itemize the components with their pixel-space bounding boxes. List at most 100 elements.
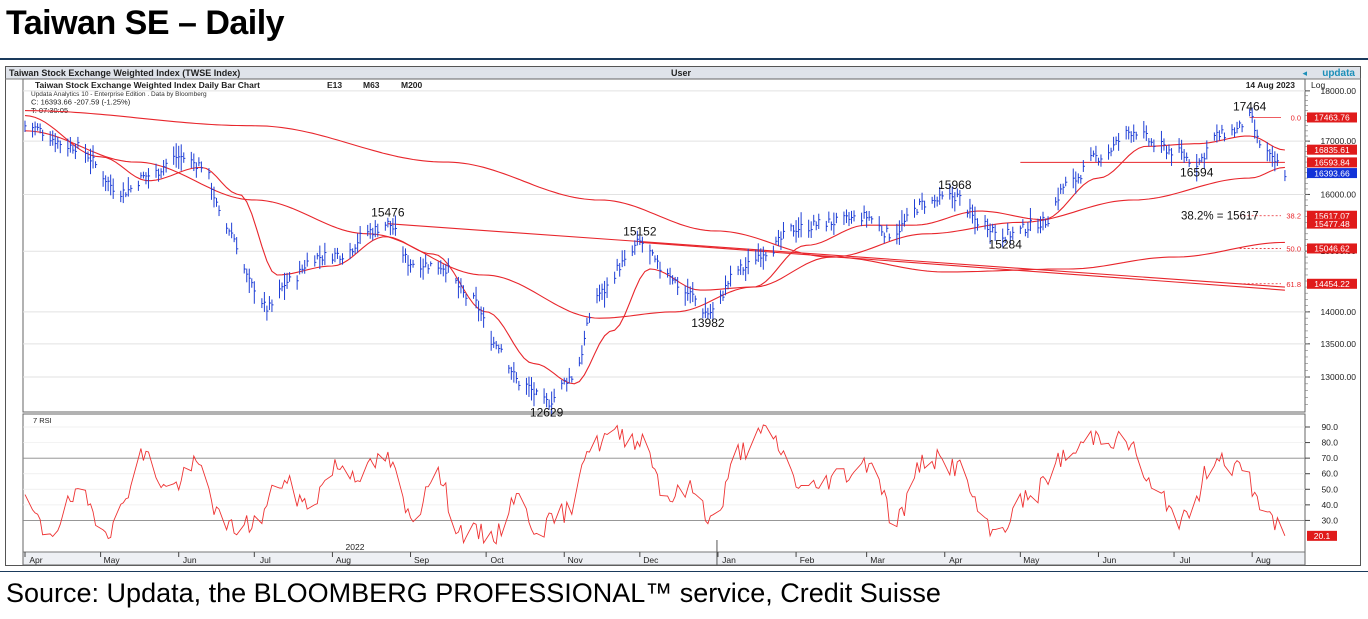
year-label: 2022 xyxy=(346,542,365,552)
peak-label: 15284 xyxy=(989,238,1023,252)
price-tag-label: 16835.61 xyxy=(1314,145,1350,155)
date-tick-label: May xyxy=(1023,555,1040,565)
rsi-panel xyxy=(22,413,1306,553)
peak-labels: 15476 12629 15152 13982 15968 15284 16594 17464 xyxy=(371,99,1266,419)
moving-averages xyxy=(24,110,1285,385)
peak-label: 12629 xyxy=(530,405,564,419)
rsi-line: 20.1 xyxy=(24,424,1337,545)
date-tick-label: Jun xyxy=(1103,555,1117,565)
fib-annotation: 38.2% = 15617 xyxy=(1181,211,1259,223)
updata-logo: updata xyxy=(1322,68,1355,79)
rsi-title: 7 RSI xyxy=(33,416,52,425)
date-tick-label: Aug xyxy=(1256,555,1271,565)
peak-label: 15968 xyxy=(938,178,972,192)
price-tag xyxy=(1307,157,1357,168)
date-tick-label: Jan xyxy=(722,555,736,565)
index-name-label: Taiwan Stock Exchange Weighted Index (TW… xyxy=(9,68,240,78)
price-tag xyxy=(1307,168,1357,179)
moving-average-m200 xyxy=(24,110,1285,273)
source-rule xyxy=(0,571,1368,572)
date-tick-label: Jul xyxy=(260,555,271,565)
date-tick-label: Feb xyxy=(800,555,815,565)
price-tag xyxy=(1307,112,1357,123)
moving-average-e13 xyxy=(24,115,1285,385)
source-note: Source: Updata, the BLOOMBERG PROFESSION… xyxy=(6,578,941,608)
edition-line: Updata Analytics 10 - Enterprise Edition… xyxy=(31,91,207,98)
rsi-tick-label: 30.0 xyxy=(1321,515,1338,525)
ma-label-m63: M63 xyxy=(363,80,380,90)
rsi-tick-label: 70.0 xyxy=(1321,453,1338,463)
rsi-last-tag xyxy=(1307,530,1337,541)
trendline xyxy=(639,241,1285,291)
price-tag xyxy=(1307,144,1357,155)
time-line: T: 07:30:05 xyxy=(31,106,68,115)
price-tag-label: 17463.76 xyxy=(1314,113,1350,123)
moving-average-m63 xyxy=(24,130,1285,319)
price-grid xyxy=(23,90,1305,378)
header-bar xyxy=(6,67,1360,79)
rsi-tick-label: 90.0 xyxy=(1321,422,1338,432)
fib-level-label: 61.8 xyxy=(1286,280,1301,289)
price-tag xyxy=(1307,278,1357,289)
date-tick-label: Dec xyxy=(643,555,659,565)
date-tick-label: Apr xyxy=(29,555,42,565)
rsi-tick-label: 40.0 xyxy=(1321,500,1338,510)
date-tick-label: Oct xyxy=(491,555,505,565)
chart-date: 14 Aug 2023 xyxy=(1246,80,1296,90)
fib-level-label: 0.0 xyxy=(1291,113,1301,122)
rsi-tick-label: 60.0 xyxy=(1321,469,1338,479)
price-tag-label: 16393.66 xyxy=(1314,168,1350,178)
page-title: Taiwan SE – Daily xyxy=(6,4,285,42)
price-tick-label: 17000.00 xyxy=(1321,136,1357,146)
peak-label: 16594 xyxy=(1180,165,1214,179)
ma-label-e13: E13 xyxy=(327,80,342,90)
chart-subtitle: Taiwan Stock Exchange Weighted Index Dai… xyxy=(35,80,260,90)
date-tick-label: Apr xyxy=(949,555,962,565)
rsi-tick-label: 50.0 xyxy=(1321,484,1338,494)
price-tag-label: 14454.22 xyxy=(1314,279,1350,289)
date-tick-label: May xyxy=(104,555,121,565)
price-tick-label: 14000.00 xyxy=(1321,307,1357,317)
date-axis: Apr May Jun Jul Aug Sep Oct Nov Dec Jan Feb Mar Apr M… xyxy=(24,540,1271,565)
price-tag-label: 16593.84 xyxy=(1314,158,1350,168)
title-rule xyxy=(0,58,1368,60)
trendline xyxy=(387,223,1285,288)
price-tag-label: 15046.62 xyxy=(1314,244,1350,254)
price-tag-label: 15617.07 xyxy=(1314,211,1350,221)
price-panel xyxy=(22,78,1306,413)
price-tick-label: 13000.00 xyxy=(1321,372,1357,382)
fib-level-label: 50.0 xyxy=(1286,244,1301,253)
chart-frame: Taiwan Stock Exchange Weighted Index (TW… xyxy=(5,66,1361,566)
date-tick-label: Aug xyxy=(336,555,351,565)
price-tag xyxy=(1307,218,1357,229)
date-tick-label: Jul xyxy=(1180,555,1191,565)
price-bars xyxy=(24,107,1287,417)
price-tick-label: 18000.00 xyxy=(1321,86,1357,96)
fib-level-label: 38.2 xyxy=(1286,212,1301,221)
price-tag xyxy=(1307,243,1357,254)
peak-label: 15152 xyxy=(623,224,657,238)
date-tick-label: Mar xyxy=(870,555,885,565)
trendlines xyxy=(387,161,1285,291)
updata-arrow-icon: ◂ xyxy=(1302,68,1307,78)
price-tick-label: 13500.00 xyxy=(1321,339,1357,349)
price-tick-label: 16000.00 xyxy=(1321,189,1357,199)
scale-label: Log xyxy=(1311,80,1325,90)
user-label: User xyxy=(671,68,692,78)
price-tag xyxy=(1307,210,1357,221)
date-tick-label: Nov xyxy=(568,555,584,565)
rsi-tick-label: 80.0 xyxy=(1321,438,1338,448)
date-tick-label: Jun xyxy=(183,555,197,565)
peak-label: 15476 xyxy=(371,206,405,220)
peak-label: 17464 xyxy=(1233,99,1267,113)
fibonacci-levels: 0.0 38.2 50.0 61.8 38.2% = 15617 xyxy=(1181,113,1301,288)
close-line: C: 16393.66 -207.59 (-1.25%) xyxy=(31,98,131,107)
peak-label: 13982 xyxy=(691,316,725,330)
price-tag-label: 15477.48 xyxy=(1314,219,1350,229)
ma-label-m200: M200 xyxy=(401,80,423,90)
rsi-line-path xyxy=(24,424,1286,545)
rsi-grid: 90.0 80.0 70.0 60.0 50.0 40.0 30.0 xyxy=(23,422,1338,525)
date-tick-label: Sep xyxy=(414,555,429,565)
rsi-last-tag-label: 20.1 xyxy=(1314,531,1331,541)
